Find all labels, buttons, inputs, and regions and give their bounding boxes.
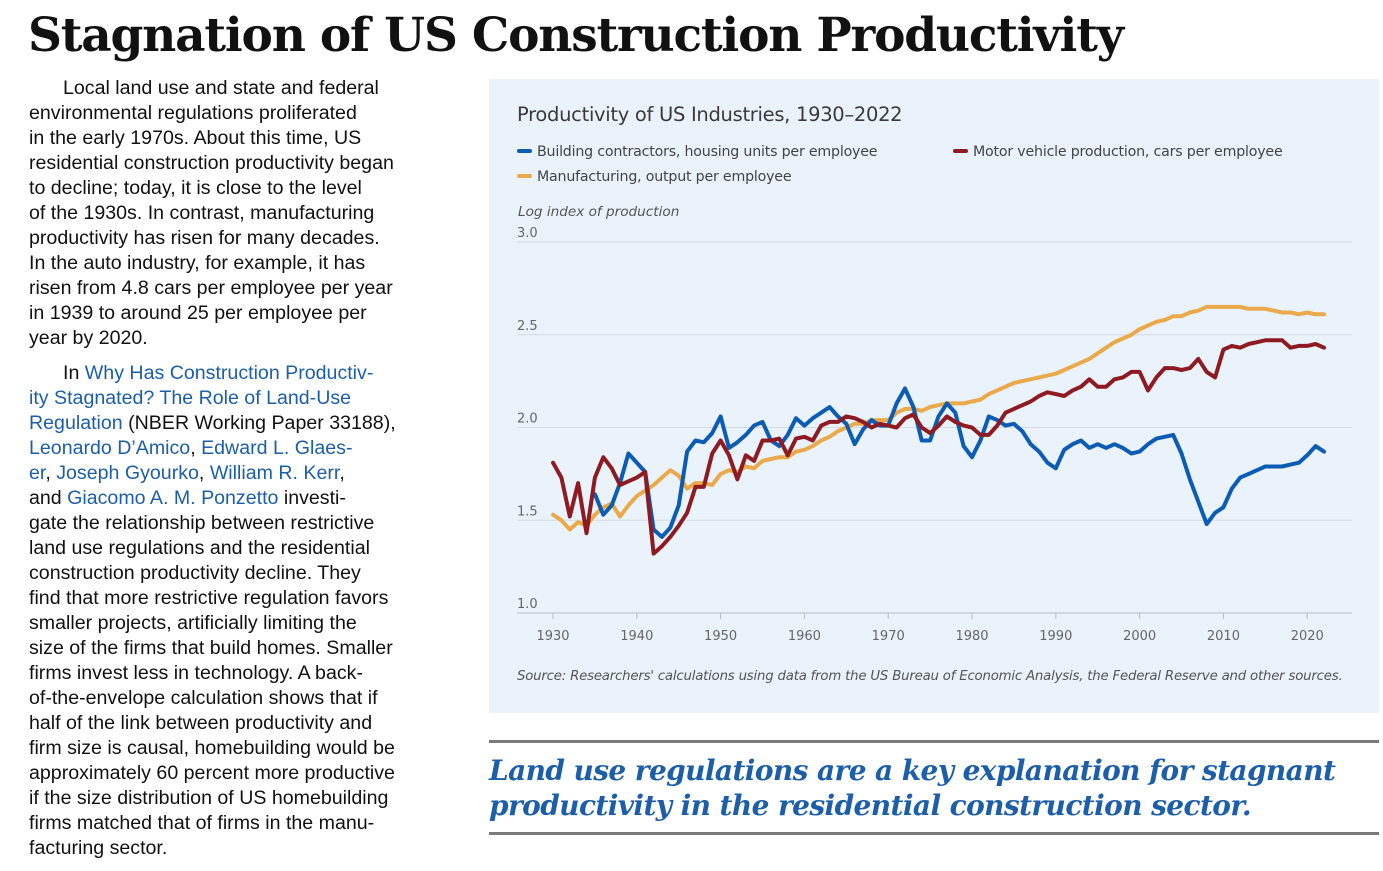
article-line: environmental regulations proliferated: [29, 102, 357, 124]
article-line: half of the link between productivity an…: [29, 712, 373, 734]
article-text: Local land use and state and federal envi…: [29, 76, 469, 871]
author-link-kerr[interactable]: William R. Kerr: [209, 462, 340, 484]
pull-quote: Land use regulations are a key explanati…: [489, 754, 1336, 822]
legend-label-manufacturing: Manufacturing, output per employee: [537, 169, 792, 185]
article-line: firms invest less in technology. A back-: [29, 662, 363, 684]
x-tick-label: 1950: [704, 629, 737, 644]
chart-panel: 1.0 1.5 2.0 2.5 3.0 1930 1940 1950 1960 1970 1980 1…: [489, 79, 1379, 713]
pull-quote-bottom-rule: [489, 832, 1379, 835]
article-line: land use regulations and the residential: [29, 537, 370, 559]
article-line: size of the firms that build homes. Smal…: [29, 637, 393, 659]
pull-quote-top-rule: [489, 740, 1379, 743]
article-line: smaller projects, artificially limiting …: [29, 612, 357, 634]
article-paragraph-1: Local land use and state and federal envi…: [29, 76, 469, 351]
x-tick-label: 2020: [1291, 629, 1324, 644]
legend-label-motor-vehicle: Motor vehicle production, cars per emplo…: [973, 144, 1283, 160]
article-line: risen from 4.8 cars per employee per yea…: [29, 277, 393, 299]
article-line: and Giacomo A. M. Ponzetto investi-: [29, 487, 346, 509]
x-tick-label: 1940: [620, 629, 653, 644]
author-link-ponzetto[interactable]: Giacomo A. M. Ponzetto: [67, 487, 279, 509]
article-line: approximately 60 percent more productive: [29, 762, 395, 784]
article-paragraph-2: In Why Has Construction Productiv- ity S…: [29, 361, 469, 861]
legend-swatch-building: [517, 149, 532, 153]
x-tick-label: 1960: [788, 629, 821, 644]
article-line: Local land use and state and federal: [63, 77, 379, 99]
x-tick-label: 1930: [536, 629, 569, 644]
article-line: construction productivity decline. They: [29, 562, 361, 584]
series-line-motor-vehicle: [551, 338, 1326, 556]
x-tick-label: 1980: [955, 629, 988, 644]
legend-label-building: Building contractors, housing units per …: [537, 144, 878, 160]
article-line: if the size distribution of US homebuild…: [29, 787, 389, 809]
headline: Stagnation of US Construction Productivi…: [28, 8, 1124, 63]
article-paragraph-2-rest: gate the relationship between restrictiv…: [29, 512, 395, 859]
author-link-gyourko[interactable]: Joseph Gyourko: [56, 462, 199, 484]
article-line: year by 2020.: [29, 327, 148, 349]
y-tick-label: 3.0: [517, 226, 538, 241]
article-line: firm size is causal, homebuilding would …: [29, 737, 395, 759]
article-line: facturing sector.: [29, 837, 168, 859]
article-line: of-the-envelope calculation shows that i…: [29, 687, 378, 709]
x-tick-label: 1970: [872, 629, 905, 644]
article-line: productivity has risen for many decades.: [29, 227, 380, 249]
article-line: er, Joseph Gyourko, William R. Kerr,: [29, 462, 345, 484]
paper-title-link[interactable]: Why Has Construction Productiv-: [84, 362, 374, 384]
legend-item-motor-vehicle: Motor vehicle production, cars per emplo…: [953, 144, 1283, 160]
x-tick-label: 2010: [1207, 629, 1240, 644]
author-link-glaeser[interactable]: er: [29, 462, 46, 484]
y-tick-label: 2.5: [517, 319, 538, 334]
article-line: residential construction productivity be…: [29, 152, 394, 174]
article-line: Regulation (NBER Working Paper 33188),: [29, 412, 396, 434]
legend-item-manufacturing: Manufacturing, output per employee: [517, 169, 792, 185]
paper-title-link[interactable]: ity Stagnated? The Role of Land-Use: [29, 387, 352, 409]
legend-swatch-motor-vehicle: [953, 149, 968, 153]
chart-source-note: Source: Researchers' calculations using …: [517, 669, 1343, 684]
chart-title: Productivity of US Industries, 1930–2022: [517, 103, 903, 126]
article-line: Leonardo D’Amico, Edward L. Glaes-: [29, 437, 353, 459]
article-line: find that more restrictive regulation fa…: [29, 587, 389, 609]
legend-item-building: Building contractors, housing units per …: [517, 144, 878, 160]
article-line: firms matched that of firms in the manu-: [29, 812, 375, 834]
author-link-damico[interactable]: Leonardo D’Amico: [29, 437, 191, 459]
y-tick-label: 2.0: [517, 412, 538, 427]
chart-plot: 1.0 1.5 2.0 2.5 3.0 1930 1940 1950 1960 1970 1980 1…: [517, 226, 1352, 644]
y-tick-label: 1.0: [517, 597, 538, 612]
article-line: in 1939 to around 25 per employee per: [29, 302, 367, 324]
article-line: of the 1930s. In contrast, manufacturing: [29, 202, 375, 224]
article-line: to decline; today, it is close to the le…: [29, 177, 362, 199]
article-line: in the early 1970s. About this time, US: [29, 127, 362, 149]
series-line-building-contractors: [592, 386, 1326, 539]
article-line: In Why Has Construction Productiv-: [63, 362, 374, 384]
author-link-glaeser[interactable]: Edward L. Glaes-: [201, 437, 353, 459]
y-tick-label: 1.5: [517, 504, 538, 519]
x-tick-label: 1990: [1039, 629, 1072, 644]
paper-title-link[interactable]: Regulation: [29, 412, 123, 434]
legend-swatch-manufacturing: [517, 174, 532, 178]
x-tick-label: 2000: [1123, 629, 1156, 644]
y-axis-title: Log index of production: [518, 204, 680, 220]
article-line: In the auto industry, for example, it ha…: [29, 252, 366, 274]
article-line: gate the relationship between restrictiv…: [29, 512, 375, 534]
